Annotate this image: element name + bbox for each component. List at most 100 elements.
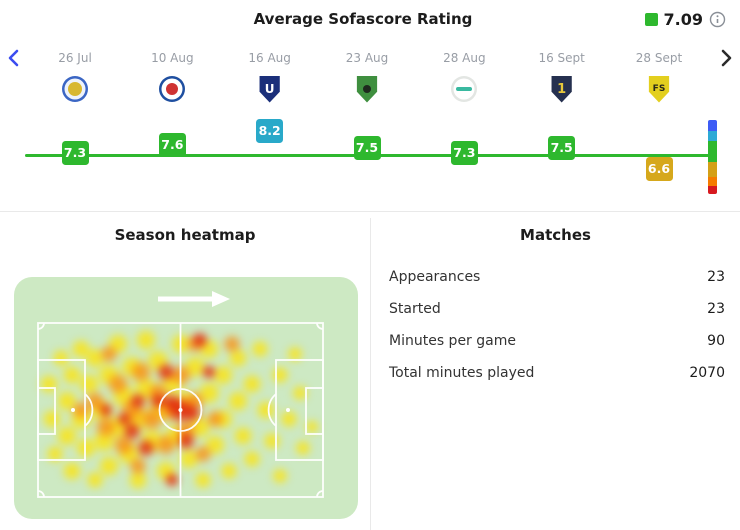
match-rating-badge[interactable]: 7.3: [61, 140, 89, 165]
heat-blob: [163, 471, 180, 488]
matches-panel: Matches Appearances 23 Started 23 Minutes pe…: [371, 212, 740, 530]
timeline-column: 28 Sept FS: [614, 50, 704, 103]
scale-bar-segment: [708, 131, 717, 141]
match-stat-row: Total minutes played 2070: [371, 357, 740, 389]
heatmap-blobs: [38, 323, 323, 497]
heat-blob: [250, 339, 271, 360]
match-date-label: 16 Sept: [538, 51, 585, 65]
club-logo-10-aug[interactable]: [159, 76, 186, 102]
club-logo-16-sept[interactable]: 1: [551, 75, 572, 103]
match-stat-label: Appearances: [389, 269, 481, 285]
club-logo-23-aug[interactable]: [356, 75, 378, 103]
heat-blob: [156, 361, 177, 382]
bottom-section: Season heatmap: [0, 212, 740, 530]
rating-scale-bar: [708, 120, 717, 194]
match-rating-badge[interactable]: 7.5: [353, 135, 381, 160]
match-stat-row: Appearances 23: [371, 261, 740, 293]
match-date-label: 28 Sept: [635, 51, 683, 65]
matches-title: Matches: [520, 226, 591, 244]
logo-emblem: [68, 82, 82, 96]
match-rating-badge[interactable]: 8.2: [256, 119, 284, 143]
heat-blob: [241, 448, 262, 469]
scale-bar-segment: [708, 141, 717, 162]
heat-blob: [136, 438, 157, 459]
rating-section-title: Average Sofascore Rating: [253, 10, 473, 28]
timeline-column: 16 Sept 1: [517, 50, 607, 103]
heat-blob: [294, 439, 313, 458]
average-rating-color-chip: [644, 12, 658, 26]
heat-blob: [191, 331, 210, 350]
logo-glyph: U: [264, 82, 275, 96]
heat-blob: [94, 415, 119, 440]
info-icon[interactable]: [709, 11, 726, 28]
match-stat-value: 2070: [689, 365, 725, 381]
club-logo-28-aug[interactable]: [451, 76, 478, 102]
match-stat-label: Total minutes played: [389, 365, 535, 381]
logo-emblem: [363, 85, 371, 93]
heat-blob: [154, 432, 179, 457]
heat-blob: [45, 443, 66, 464]
match-rating-badge[interactable]: 7.6: [158, 133, 186, 158]
heat-blob: [99, 344, 120, 365]
match-date-label: 28 Aug: [443, 51, 486, 65]
timeline-column: 28 Aug: [419, 50, 509, 103]
football-pitch-icon: [37, 322, 324, 498]
match-stat-label: Minutes per game: [389, 333, 516, 349]
heat-blob: [291, 383, 310, 402]
scale-bar-segment: [708, 162, 717, 177]
club-logo-16-aug[interactable]: U: [259, 75, 280, 103]
heat-blob: [255, 399, 277, 421]
chevron-left-icon[interactable]: [7, 49, 21, 67]
season-heatmap-panel: Season heatmap: [0, 212, 370, 530]
heat-blob: [128, 359, 153, 384]
heat-blob: [127, 455, 148, 476]
match-rating-badge[interactable]: 7.3: [450, 140, 478, 165]
match-date-label: 26 Jul: [58, 51, 92, 65]
season-heatmap[interactable]: [14, 277, 358, 519]
season-heatmap-title: Season heatmap: [114, 226, 256, 244]
heat-blob: [148, 392, 167, 411]
heat-blob: [240, 372, 263, 395]
club-logo-28-sept[interactable]: FS: [648, 75, 670, 103]
heat-blob: [193, 469, 214, 490]
timeline-column: 23 Aug: [322, 50, 412, 103]
timeline-column: 10 Aug: [127, 50, 217, 103]
vertical-divider: [370, 218, 371, 530]
heat-blob: [41, 407, 64, 430]
heat-blob: [303, 419, 320, 436]
match-stat-value: 23: [707, 269, 725, 285]
match-rating-badge[interactable]: 6.6: [645, 157, 673, 182]
average-rating-section: Average Sofascore Rating 7.09 26 Jul 10 A…: [0, 0, 740, 212]
match-stat-row: Minutes per game 90: [371, 325, 740, 357]
logo-glyph: FS: [652, 83, 666, 94]
chevron-right-icon[interactable]: [719, 49, 733, 67]
logo-glyph: 1: [557, 81, 567, 97]
heat-blob: [161, 393, 182, 414]
timeline-column: 16 Aug U: [225, 50, 315, 103]
average-rating-value: 7.09: [663, 9, 703, 29]
average-rating-legend: 7.09: [631, 10, 726, 29]
heat-blob: [193, 443, 214, 464]
heat-blob: [128, 392, 147, 411]
match-stat-value: 23: [707, 301, 725, 317]
heat-blob: [221, 333, 242, 354]
match-stat-label: Started: [389, 301, 441, 317]
heat-blob: [105, 371, 130, 396]
heat-blob: [204, 408, 225, 429]
match-stat-value: 90: [707, 333, 725, 349]
match-date-label: 10 Aug: [151, 51, 194, 65]
heat-blob: [61, 459, 84, 482]
heat-blob: [232, 425, 255, 448]
heat-blob: [218, 460, 239, 481]
scale-bar-segment: [708, 186, 717, 194]
heat-blob: [98, 402, 115, 418]
logo-emblem: [166, 83, 179, 95]
match-rating-badge[interactable]: 7.5: [548, 135, 576, 160]
heat-blob: [285, 345, 304, 364]
scale-bar-segment: [708, 120, 717, 131]
club-logo-26-jul[interactable]: [62, 76, 88, 102]
logo-wordmark: [456, 87, 473, 91]
match-date-label: 23 Aug: [345, 51, 389, 65]
heat-blob: [201, 363, 217, 380]
